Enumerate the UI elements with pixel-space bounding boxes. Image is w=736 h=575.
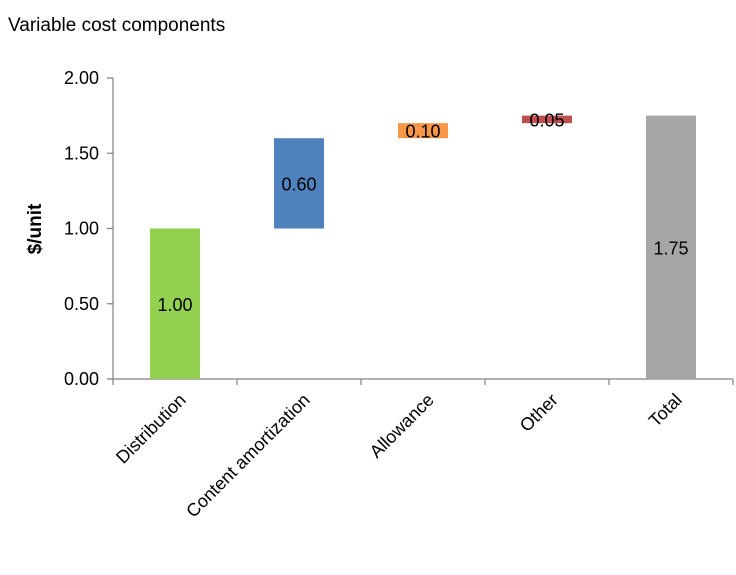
- bar-other: [522, 115, 572, 124]
- data-label: 1.75: [653, 238, 688, 258]
- y-axis-label: $/unit: [25, 203, 46, 254]
- data-label: 0.60: [281, 174, 316, 194]
- y-tick-label: 1.00: [64, 219, 99, 239]
- data-label: 0.05: [529, 110, 564, 130]
- category-label: Total: [645, 390, 686, 431]
- category-label: Content amortization: [182, 390, 314, 522]
- category-label: Allowance: [366, 390, 438, 462]
- category-label: Distribution: [112, 390, 190, 468]
- y-tick-label: 1.50: [64, 143, 99, 163]
- category-label: Other: [516, 390, 562, 436]
- y-tick-label: 2.00: [64, 68, 99, 88]
- bar-allowance: [398, 123, 448, 139]
- y-tick-label: 0.50: [64, 294, 99, 314]
- data-label: 0.10: [405, 122, 440, 142]
- y-axis-ticks: 0.00 0.50 1.00 1.50 2.00: [64, 68, 113, 389]
- chart-title: Variable cost components: [8, 15, 225, 36]
- bar-total: [646, 115, 696, 379]
- data-label: 1.00: [157, 295, 192, 315]
- y-tick-label: 0.00: [64, 369, 99, 389]
- x-axis-ticks: [112, 379, 734, 385]
- bar-content-amortization: [274, 138, 324, 229]
- bar-distribution: [150, 228, 200, 379]
- bar-series: [150, 115, 696, 379]
- data-labels: 1.00 0.60 0.10 0.05 1.75: [157, 110, 688, 314]
